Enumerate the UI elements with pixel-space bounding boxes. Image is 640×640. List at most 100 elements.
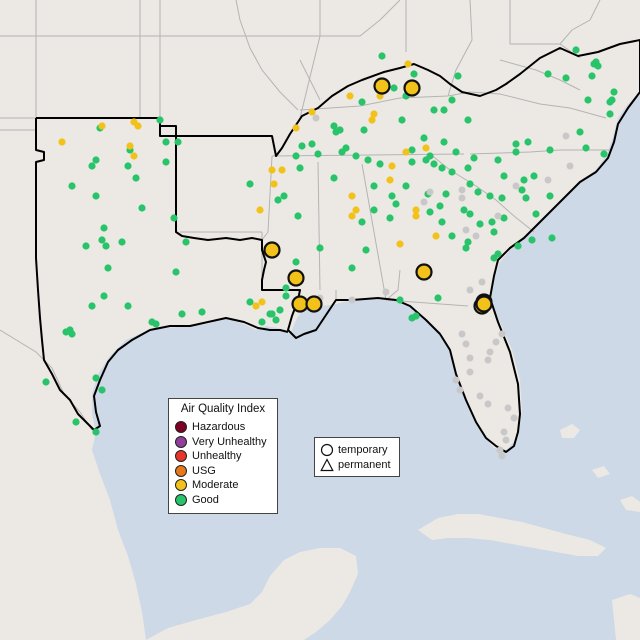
monitor-good[interactable] bbox=[600, 150, 608, 158]
monitor-good[interactable] bbox=[488, 218, 496, 226]
monitor-good[interactable] bbox=[332, 128, 340, 136]
monitor-good[interactable] bbox=[408, 158, 416, 166]
monitor-moderate[interactable] bbox=[368, 116, 376, 124]
monitor-no-data[interactable] bbox=[452, 376, 460, 384]
monitor-good[interactable] bbox=[412, 312, 420, 320]
monitor-moderate[interactable] bbox=[412, 212, 420, 220]
monitor-no-data[interactable] bbox=[466, 354, 474, 362]
monitor-moderate[interactable] bbox=[432, 232, 440, 240]
monitor-good[interactable] bbox=[390, 84, 398, 92]
monitor-good[interactable] bbox=[174, 138, 182, 146]
monitor-good[interactable] bbox=[606, 110, 614, 118]
monitor-good[interactable] bbox=[156, 116, 164, 124]
monitor-no-data[interactable] bbox=[562, 132, 570, 140]
monitor-good[interactable] bbox=[426, 152, 434, 160]
monitor-no-data[interactable] bbox=[478, 278, 486, 286]
monitor-good[interactable] bbox=[92, 374, 100, 382]
monitor-good[interactable] bbox=[500, 172, 508, 180]
monitor-good[interactable] bbox=[524, 138, 532, 146]
monitor-moderate[interactable] bbox=[278, 166, 286, 174]
monitor-good[interactable] bbox=[546, 192, 554, 200]
monitor-good[interactable] bbox=[396, 296, 404, 304]
monitor-good[interactable] bbox=[408, 146, 416, 154]
monitor-good[interactable] bbox=[296, 164, 304, 172]
monitor-no-data[interactable] bbox=[462, 340, 470, 348]
monitor-good[interactable] bbox=[464, 164, 472, 172]
monitor-no-data[interactable] bbox=[420, 198, 428, 206]
monitor-good[interactable] bbox=[592, 58, 600, 66]
temporary-monitor-moderate[interactable] bbox=[403, 79, 421, 97]
monitor-moderate[interactable] bbox=[352, 206, 360, 214]
monitor-good[interactable] bbox=[246, 180, 254, 188]
monitor-good[interactable] bbox=[398, 116, 406, 124]
monitor-moderate[interactable] bbox=[256, 206, 264, 214]
monitor-good[interactable] bbox=[362, 246, 370, 254]
monitor-good[interactable] bbox=[276, 306, 284, 314]
monitor-moderate[interactable] bbox=[422, 144, 430, 152]
temporary-monitor-moderate[interactable] bbox=[287, 269, 305, 287]
monitor-no-data[interactable] bbox=[484, 356, 492, 364]
monitor-good[interactable] bbox=[440, 106, 448, 114]
monitor-no-data[interactable] bbox=[510, 414, 518, 422]
monitor-good[interactable] bbox=[436, 202, 444, 210]
monitor-good[interactable] bbox=[466, 180, 474, 188]
monitor-moderate[interactable] bbox=[292, 124, 300, 132]
monitor-good[interactable] bbox=[426, 208, 434, 216]
temporary-monitor-moderate[interactable] bbox=[373, 77, 391, 95]
monitor-good[interactable] bbox=[464, 238, 472, 246]
monitor-good[interactable] bbox=[448, 168, 456, 176]
monitor-good[interactable] bbox=[330, 174, 338, 182]
monitor-good[interactable] bbox=[42, 378, 50, 386]
monitor-good[interactable] bbox=[420, 134, 428, 142]
monitor-good[interactable] bbox=[294, 212, 302, 220]
monitor-good[interactable] bbox=[388, 192, 396, 200]
monitor-good[interactable] bbox=[68, 182, 76, 190]
monitor-no-data[interactable] bbox=[486, 348, 494, 356]
monitor-moderate[interactable] bbox=[412, 206, 420, 214]
monitor-good[interactable] bbox=[582, 144, 590, 152]
monitor-good[interactable] bbox=[448, 232, 456, 240]
monitor-good[interactable] bbox=[268, 310, 276, 318]
monitor-good[interactable] bbox=[314, 150, 322, 158]
monitor-good[interactable] bbox=[378, 52, 386, 60]
monitor-good[interactable] bbox=[562, 74, 570, 82]
monitor-good[interactable] bbox=[198, 308, 206, 316]
temporary-monitor-moderate[interactable] bbox=[305, 295, 323, 313]
monitor-good[interactable] bbox=[88, 162, 96, 170]
monitor-good[interactable] bbox=[474, 188, 482, 196]
monitor-no-data[interactable] bbox=[462, 226, 470, 234]
monitor-good[interactable] bbox=[544, 70, 552, 78]
monitor-good[interactable] bbox=[280, 192, 288, 200]
monitor-good[interactable] bbox=[438, 164, 446, 172]
monitor-good[interactable] bbox=[330, 122, 338, 130]
monitor-good[interactable] bbox=[170, 214, 178, 222]
monitor-no-data[interactable] bbox=[312, 114, 320, 122]
monitor-moderate[interactable] bbox=[258, 298, 266, 306]
monitor-good[interactable] bbox=[520, 176, 528, 184]
monitor-good[interactable] bbox=[172, 268, 180, 276]
monitor-good[interactable] bbox=[500, 214, 508, 222]
monitor-good[interactable] bbox=[454, 72, 462, 80]
monitor-good[interactable] bbox=[358, 218, 366, 226]
monitor-good[interactable] bbox=[282, 292, 290, 300]
monitor-moderate[interactable] bbox=[346, 92, 354, 100]
monitor-no-data[interactable] bbox=[492, 338, 500, 346]
monitor-good[interactable] bbox=[92, 192, 100, 200]
monitor-good[interactable] bbox=[494, 250, 502, 258]
monitor-no-data[interactable] bbox=[348, 296, 356, 304]
monitor-moderate[interactable] bbox=[386, 176, 394, 184]
monitor-moderate[interactable] bbox=[370, 110, 378, 118]
monitor-good[interactable] bbox=[576, 128, 584, 136]
monitor-no-data[interactable] bbox=[498, 330, 506, 338]
monitor-good[interactable] bbox=[490, 228, 498, 236]
monitor-good[interactable] bbox=[434, 294, 442, 302]
monitor-no-data[interactable] bbox=[466, 286, 474, 294]
monitor-good[interactable] bbox=[348, 264, 356, 272]
monitor-good[interactable] bbox=[514, 242, 522, 250]
monitor-good[interactable] bbox=[98, 386, 106, 394]
monitor-good[interactable] bbox=[102, 242, 110, 250]
monitor-moderate[interactable] bbox=[388, 162, 396, 170]
monitor-good[interactable] bbox=[274, 196, 282, 204]
temporary-monitor-moderate[interactable] bbox=[291, 295, 309, 313]
